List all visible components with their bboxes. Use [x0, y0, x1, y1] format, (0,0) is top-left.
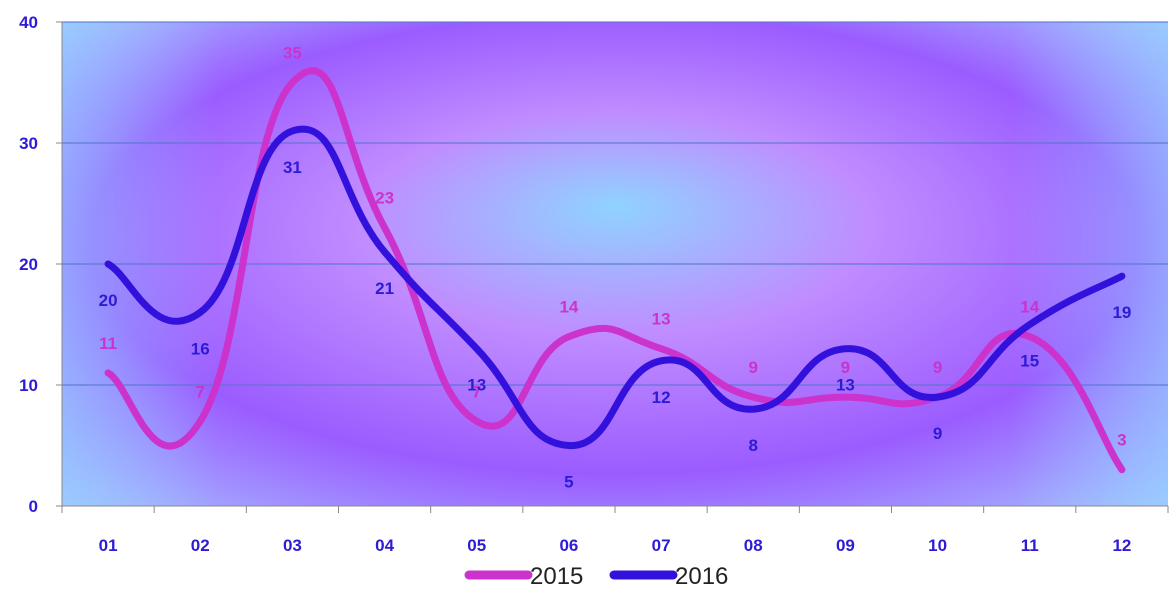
data-label-2015: 35	[283, 44, 302, 63]
data-label-2016: 16	[191, 339, 210, 358]
y-tick-label: 30	[19, 134, 38, 153]
data-label-2015: 7	[472, 382, 481, 401]
data-point-2016	[565, 442, 572, 449]
data-label-2015: 11	[99, 334, 117, 353]
data-point-2015	[289, 79, 296, 86]
data-label-2016: 8	[749, 436, 758, 455]
data-point-2015	[1118, 466, 1125, 473]
data-point-2015	[473, 418, 480, 425]
x-tick-label: 07	[652, 536, 671, 555]
y-tick-label: 20	[19, 255, 38, 274]
x-tick-label: 01	[99, 536, 118, 555]
x-tick-label: 09	[836, 536, 855, 555]
data-point-2015	[105, 369, 112, 376]
data-point-2015	[197, 418, 204, 425]
data-point-2015	[1026, 333, 1033, 340]
data-point-2016	[473, 345, 480, 352]
data-point-2016	[1026, 321, 1033, 328]
data-label-2015: 9	[841, 358, 850, 377]
data-point-2016	[1118, 273, 1125, 280]
y-tick-label: 40	[19, 13, 38, 32]
data-label-2015: 23	[375, 189, 394, 208]
data-point-2015	[381, 224, 388, 231]
data-label-2015: 14	[559, 298, 578, 317]
data-point-2016	[934, 394, 941, 401]
data-label-2016: 20	[99, 291, 118, 310]
data-label-2015: 9	[933, 358, 942, 377]
x-tick-label: 05	[467, 536, 486, 555]
series-line-2016	[104, 125, 1126, 450]
data-label-2015: 14	[1020, 298, 1039, 317]
x-tick-label: 10	[928, 536, 947, 555]
data-label-2015: 7	[196, 382, 205, 401]
data-point-2015	[658, 345, 665, 352]
data-label-2015: 9	[749, 358, 758, 377]
data-label-2015: 3	[1117, 431, 1126, 450]
x-tick-label: 12	[1112, 536, 1131, 555]
data-label-2016: 12	[652, 388, 671, 407]
x-tick-label: 11	[1021, 536, 1039, 555]
data-point-2016	[197, 309, 204, 316]
data-label-2016: 5	[564, 473, 573, 492]
x-tick-label: 06	[559, 536, 578, 555]
data-point-2015	[565, 333, 572, 340]
legend-label-2015: 2015	[530, 563, 583, 590]
data-point-2016	[842, 345, 849, 352]
data-label-2016: 9	[933, 424, 942, 443]
data-label-2016: 13	[467, 376, 486, 395]
data-point-2016	[105, 261, 112, 268]
x-tick-label: 02	[191, 536, 210, 555]
data-label-2016: 31	[283, 158, 302, 177]
data-label-2016: 21	[375, 279, 394, 298]
data-point-2016	[658, 357, 665, 364]
legend-label-2016: 2016	[675, 563, 728, 590]
x-tick-label: 03	[283, 536, 302, 555]
data-point-2016	[750, 406, 757, 413]
data-label-2016: 15	[1020, 352, 1039, 371]
y-tick-label: 10	[19, 376, 38, 395]
x-tick-label: 04	[375, 536, 394, 555]
y-tick-label: 0	[29, 497, 38, 516]
data-label-2015: 13	[652, 310, 671, 329]
x-tick-label: 08	[744, 536, 763, 555]
data-label-2016: 19	[1112, 303, 1131, 322]
data-point-2015	[750, 394, 757, 401]
data-point-2016	[289, 127, 296, 134]
data-point-2016	[381, 248, 388, 255]
data-label-2016: 13	[836, 376, 855, 395]
